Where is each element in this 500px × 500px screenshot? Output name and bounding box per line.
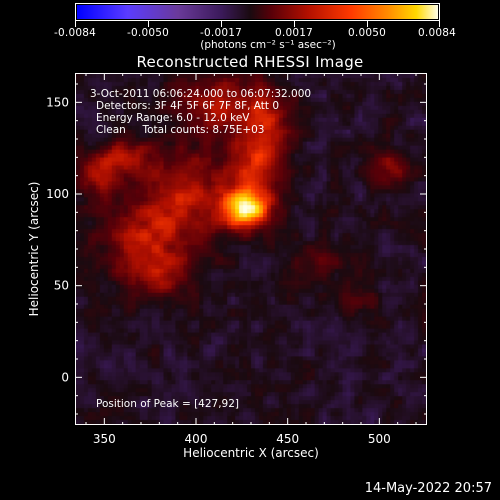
x-tick-label: 450: [276, 432, 299, 446]
y-tick-label: 100: [46, 187, 69, 201]
colorbar-tick-label: 0.0017: [275, 27, 313, 39]
x-tick-label: 400: [185, 432, 208, 446]
colorbar-tick-label: -0.0084: [54, 27, 96, 39]
colorbar-tick: [439, 21, 440, 27]
colorbar-tick: [367, 21, 368, 27]
plot-area: 3-Oct-2011 06:06:24.000 to 06:07:32.000 …: [75, 73, 427, 425]
observation-time: 3-Oct-2011 06:06:24.000 to 06:07:32.000: [90, 88, 312, 100]
y-axis-label: Heliocentric Y (arcsec): [27, 181, 41, 317]
colorbar-tick-label: -0.0050: [127, 27, 169, 39]
colorbar-tick: [148, 21, 149, 27]
y-tick-label: 150: [46, 95, 69, 109]
y-tick-label: 0: [61, 370, 69, 384]
y-tick-label: 50: [54, 279, 69, 293]
colorbar-units: (photons cm⁻² s⁻¹ asec⁻²): [200, 39, 336, 51]
x-tick-label: 350: [93, 432, 116, 446]
colorbar-gradient: [77, 5, 438, 19]
clean-counts-info: Clean Total counts: 8.75E+03: [96, 124, 265, 136]
x-tick-label: 500: [368, 432, 391, 446]
detectors-info: Detectors: 3F 4F 5F 6F 7F 8F, Att 0: [96, 100, 280, 112]
colorbar-tick-label: -0.0017: [200, 27, 242, 39]
render-timestamp: 14-May-2022 20:57: [364, 481, 492, 496]
colorbar-tick-label: 0.0084: [418, 27, 456, 39]
heatmap-image: [76, 74, 426, 424]
chart-title: Reconstructed RHESSI Image: [136, 53, 364, 71]
colorbar-tick: [75, 21, 76, 27]
energy-range-info: Energy Range: 6.0 - 12.0 keV: [96, 112, 250, 124]
colorbar-tick-label: 0.0050: [348, 27, 386, 39]
colorbar-tick: [294, 21, 295, 27]
x-axis-label: Heliocentric X (arcsec): [183, 446, 319, 460]
colorbar: [75, 3, 440, 21]
colorbar-tick: [221, 21, 222, 27]
peak-position-info: Position of Peak = [427,92]: [96, 398, 240, 410]
